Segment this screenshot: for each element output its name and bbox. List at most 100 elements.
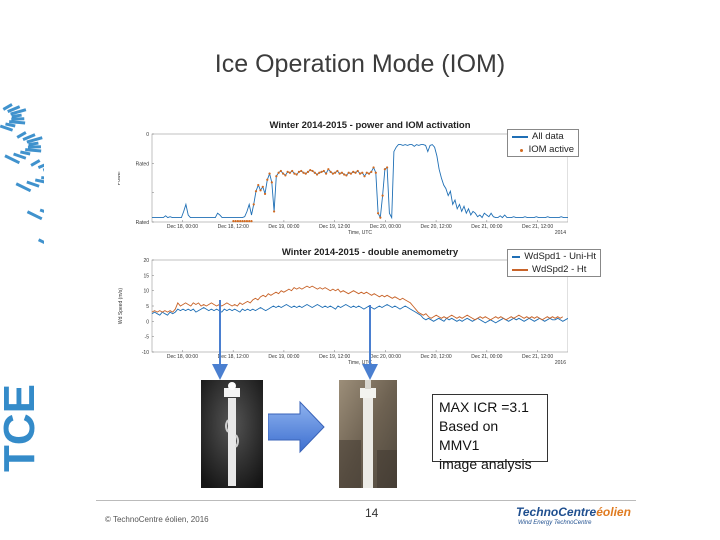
sidebar-pattern-dash: [13, 152, 27, 160]
x-tick-label: Dec 20, 12:00: [421, 354, 452, 360]
iom-point: [322, 169, 325, 173]
iom-point: [300, 169, 303, 173]
sidebar-pattern-dash: [15, 182, 32, 193]
iom-point: [277, 171, 280, 174]
iom-point: [284, 174, 287, 177]
iced-sensor-photo-right: [339, 380, 397, 488]
sidebar-pattern-dash: [4, 154, 21, 165]
iom-point: [245, 220, 249, 223]
iom-point: [381, 194, 384, 197]
iom-point: [232, 220, 235, 223]
y-tick-label: 0: [146, 132, 149, 138]
chart2-title: Winter 2014-2015 - double anemometry: [281, 247, 459, 258]
x-tick-label: Dec 21, 12:00: [522, 224, 553, 230]
iom-point: [291, 169, 294, 173]
iom-point: [334, 171, 337, 174]
chart1-title: Winter 2014-2015 - power and IOM activat…: [269, 120, 471, 131]
x-tick-label: Dec 19, 12:00: [319, 224, 350, 230]
legend-swatch-wdspd2: [512, 268, 528, 271]
sidebar-pattern-dash: [27, 145, 42, 149]
iom-point: [372, 166, 375, 169]
legend-item-iom-active: IOM active: [508, 143, 578, 156]
logo-tagline: Wind Energy TechnoCentre: [518, 520, 592, 526]
plot-area: [151, 259, 568, 353]
sidebar-pattern-dash: [10, 108, 27, 116]
iom-point: [279, 169, 282, 173]
legend-item-all-data: All data: [508, 130, 578, 143]
y-axis-label: Power: [118, 171, 122, 186]
sidebar-pattern-dash: [7, 105, 21, 114]
iom-point: [315, 173, 319, 176]
x-tick-label: Dec 19, 00:00: [268, 224, 299, 230]
iom-point: [288, 171, 292, 174]
sidebar-pattern-dash: [26, 210, 43, 221]
legend-label: WdSpd2 - Ht: [532, 264, 587, 275]
iom-point: [250, 220, 253, 223]
iom-point: [239, 220, 242, 223]
sidebar-pattern-dash: [25, 148, 42, 153]
iom-point: [343, 173, 346, 176]
x-tick-label: Dec 20, 12:00: [421, 224, 452, 230]
x-tick-label: Dec 21, 12:00: [522, 354, 553, 360]
iom-point: [383, 168, 386, 171]
iom-point: [297, 170, 301, 173]
x-tick-label: Dec 18, 00:00: [167, 224, 198, 230]
anemometry-chart: Dec 18, 00:00 Dec 18, 12:00 Dec 19, 00:00 D…: [118, 258, 568, 366]
series-line-1: [151, 303, 568, 324]
y-axis-label: Wd Speed (m/s): [118, 288, 124, 324]
slide-title: Ice Operation Mode (IOM): [214, 50, 506, 78]
sidebar-pattern-dash: [11, 113, 22, 119]
sidebar-pattern-dash: [2, 103, 13, 111]
x-axis-label: Time, UTC: [348, 360, 372, 366]
sidebar-pattern-dash: [39, 208, 44, 216]
logo-name-part1: TechnoCentre: [516, 505, 597, 519]
x-tick-label: Dec 21, 00:00: [471, 224, 502, 230]
iom-point: [374, 171, 377, 174]
sidebar-pattern-dash: [22, 133, 36, 142]
iom-point: [340, 171, 344, 174]
iom-point: [272, 210, 276, 213]
sidebar-pattern: [0, 103, 44, 249]
iom-point: [365, 171, 368, 174]
iom-point: [306, 170, 310, 173]
legend-swatch-wdspd1: [512, 255, 521, 258]
iom-point: [268, 172, 271, 175]
copyright-text: © TechnoCentre éolien, 2016: [105, 515, 209, 524]
iom-point: [309, 168, 312, 172]
page-number: 14: [365, 506, 379, 520]
sidebar-pattern-dash: [26, 180, 40, 188]
iced-sensor-photo-left: [201, 380, 263, 488]
iom-point: [248, 220, 251, 223]
iom-point: [376, 212, 380, 215]
y-tick-label: 10: [143, 289, 149, 295]
iom-point: [320, 170, 323, 173]
icr-annotation-box: MAX ICR =3.1 Based on MMV1 image analysi…: [432, 394, 548, 472]
iom-point: [243, 220, 246, 223]
x-tick-label: Dec 19, 12:00: [319, 354, 350, 360]
chart1-axes: [151, 133, 568, 223]
y-tick-label: 20: [143, 258, 149, 264]
sidebar-tce-text: TCE: [0, 384, 44, 472]
annotation-line: Based on MMV1: [439, 418, 499, 453]
iom-point: [356, 169, 359, 173]
iom-point: [363, 175, 366, 178]
iom-point: [263, 192, 267, 195]
x-axis-label: Time, UTC: [348, 230, 372, 236]
sidebar-pattern-dash: [0, 124, 14, 132]
power-chart: Dec 18, 00:00 Dec 18, 12:00 Dec 19, 00:00 D…: [118, 132, 568, 236]
iom-point: [311, 169, 314, 173]
iom-point: [236, 220, 240, 223]
iom-point: [302, 171, 305, 174]
iom-point: [252, 203, 255, 206]
iom-point: [318, 171, 321, 174]
y-tick-label: 0: [146, 319, 149, 325]
annotation-line: MAX ICR =3.1: [439, 399, 529, 415]
iom-point: [286, 170, 289, 173]
iom-point: [386, 166, 389, 169]
iom-point: [241, 220, 244, 223]
sidebar-pattern-dash: [34, 178, 44, 184]
sidebar-pattern-dash: [9, 120, 26, 125]
iom-point: [254, 190, 258, 193]
right-arrow-icon: [268, 400, 325, 454]
sidebar-pattern-dash: [11, 117, 25, 121]
